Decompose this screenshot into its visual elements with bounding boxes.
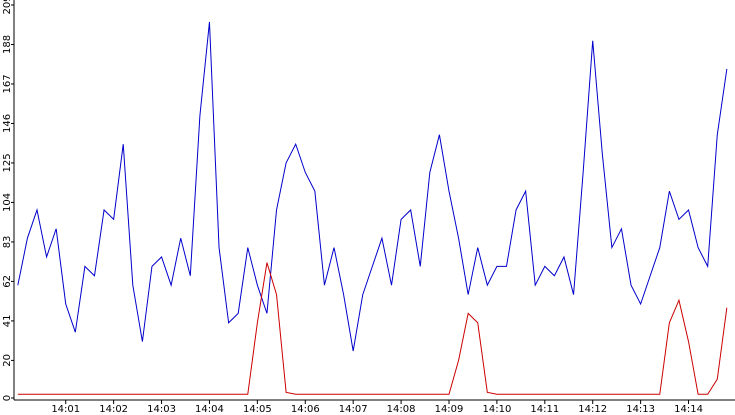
x-tick-label: 14:08 [387,404,416,415]
x-tick-label: 14:13 [626,404,655,415]
x-tick-label: 14:09 [435,404,464,415]
y-tick-label: 146 [2,114,13,133]
x-tick-label: 14:02 [99,404,128,415]
y-tick-label: 20 [2,354,13,367]
y-tick-label: 188 [2,35,13,54]
series-line [17,262,728,395]
series-line [17,21,728,352]
y-tick-label: 209 [2,0,13,15]
y-tick-label: 0 [2,395,13,401]
y-tick-label: 125 [2,153,13,172]
x-tick-label: 14:04 [195,404,224,415]
x-tick-label: 14:14 [674,404,703,415]
x-tick-label: 14:11 [530,404,559,415]
x-tick-label: 14:05 [243,404,272,415]
x-tick-label: 14:07 [339,404,368,415]
x-tick-label: 14:12 [578,404,607,415]
x-tick-label: 14:06 [291,404,320,415]
y-tick-label: 167 [2,74,13,93]
y-tick-label: 62 [2,275,13,288]
x-tick-label: 14:10 [482,404,511,415]
x-tick-label: 14:03 [147,404,176,415]
y-tick-label: 41 [2,315,13,328]
x-tick-label: 14:01 [51,404,80,415]
y-tick-label: 104 [2,193,13,212]
y-tick-label: 83 [2,236,13,249]
